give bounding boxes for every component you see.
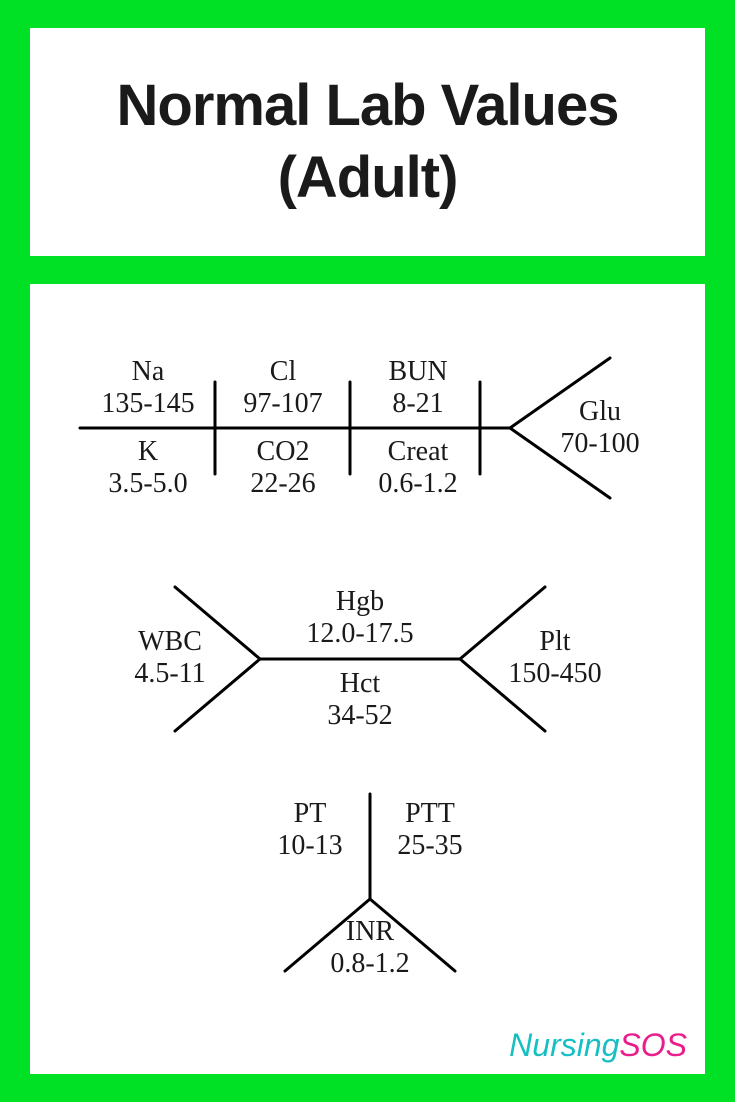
tb-bot-label: INR [290,916,450,948]
xb-top-value: 12.0-17.5 [280,618,440,650]
xb-right-value: 150-450 [475,658,635,690]
tb-bot-value: 0.8-1.2 [290,948,450,980]
fb1-top3-value: 8-21 [338,388,498,420]
title-line1: Normal Lab Values(Adult) [117,73,619,211]
xb-left-value: 4.5-11 [90,658,250,690]
tb-tr-value: 25-35 [350,830,510,862]
brand-word1: Nursing [509,1027,619,1063]
fb1-right-label: Glu [520,396,680,428]
header-panel: Normal Lab Values(Adult) [30,28,705,256]
xb-right-label: Plt [475,626,635,658]
xb-left-label: WBC [90,626,250,658]
xb-bot-value: 34-52 [280,700,440,732]
fb1-right-value: 70-100 [520,428,680,460]
content-panel: Na 135-145 Cl 97-107 BUN 8-21 K 3.5-5.0 … [30,284,705,1074]
brand-word2: SOS [619,1027,687,1063]
brand-logo: NursingSOS [509,1027,687,1064]
xb-top-label: Hgb [280,586,440,618]
tb-tr-label: PTT [350,798,510,830]
fb1-top3-label: BUN [338,356,498,388]
fb1-bot3-value: 0.6-1.2 [338,468,498,500]
fb1-bot3-label: Creat [338,436,498,468]
page-title: Normal Lab Values(Adult) [117,70,619,215]
xb-bot-label: Hct [280,668,440,700]
